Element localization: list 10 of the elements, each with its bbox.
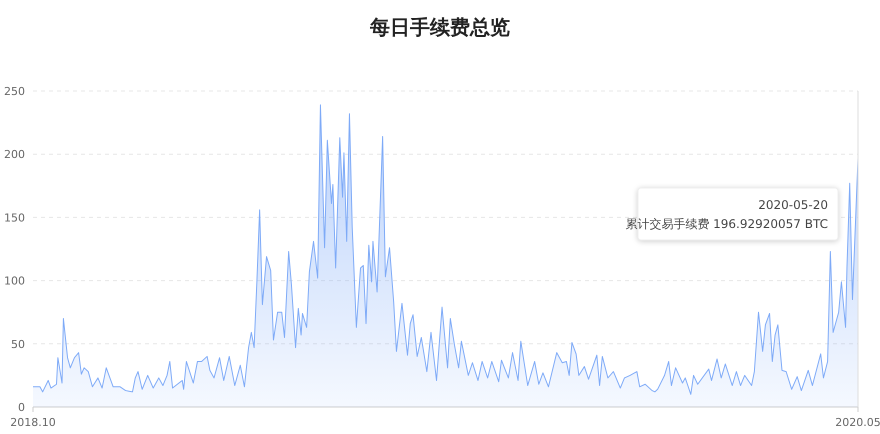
chart-title: 每日手续费总览 xyxy=(369,15,510,39)
y-tick-label: 100 xyxy=(4,274,25,288)
annotation: 2020-05-20 累计交易手续费 196.92920057 BTC xyxy=(625,198,828,231)
x-tick-label: 2018.10 xyxy=(10,416,56,429)
y-tick-label: 200 xyxy=(4,148,25,162)
x-tick-label: 2020.05 xyxy=(835,416,880,429)
y-tick-label: 250 xyxy=(4,85,25,98)
y-tick-label: 50 xyxy=(11,338,25,351)
y-tick-label: 0 xyxy=(18,401,25,414)
y-tick-label: 150 xyxy=(4,211,25,224)
